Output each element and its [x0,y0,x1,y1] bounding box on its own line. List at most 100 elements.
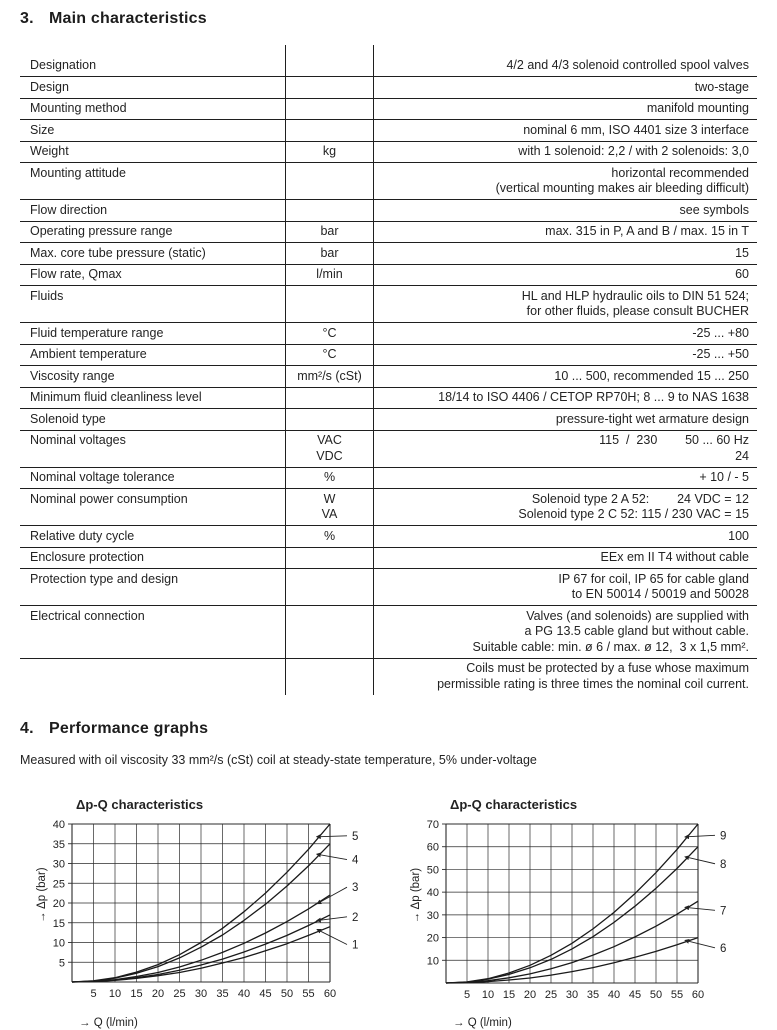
row-label: Design [30,79,69,94]
y-tick-label: 40 [427,887,439,899]
y-tick-label: 10 [427,955,439,967]
row-label: Electrical connection [30,608,145,623]
section4-heading: 4. Performance graphs [20,720,757,738]
row-unit: kg [285,141,374,162]
row-label: Solenoid type [30,411,106,426]
row-label: Operating pressure range [30,224,173,238]
table-row: Design two-stage [20,77,757,99]
row-unit: VAC VDC [285,430,374,467]
x-tick-label: 40 [238,988,250,1000]
row-unit [285,606,374,658]
row-value: 60 [735,267,749,281]
row-label: Fluid temperature range [30,325,164,340]
table-row: Flow direction see symbols [20,200,757,222]
row-unit [285,77,374,98]
x-tick-label: 10 [482,989,494,1001]
curve-leader-line [684,938,716,948]
curve-number-label: 1 [352,939,358,951]
curve-number-label: 7 [720,905,726,917]
x-tick-label: 50 [281,988,293,1000]
row-unit: °C [285,323,374,344]
row-value: IP 67 for coil, IP 65 for cable gland to… [558,571,749,602]
y-tick-label: 20 [53,898,65,910]
row-value: 10 ... 500, recommended 15 ... 250 [554,368,749,383]
row-unit [285,409,374,430]
x-tick-label: 60 [692,989,704,1001]
table-row: Weight kg with 1 solenoid: 2,2 / with 2 so… [20,141,757,163]
x-axis-label: → Q (l/min) [79,1017,138,1029]
table-row: Mounting attitude horizontal recommended … [20,163,757,200]
y-axis-label: → Δp (bar) [36,867,48,923]
section3-title: Main characteristics [49,10,207,27]
row-value: Valves (and solenoids) are supplied with… [472,608,750,654]
y-tick-label: 30 [427,909,439,921]
y-tick-label: 35 [53,838,65,850]
row-label: Mounting attitude [30,165,126,180]
row-unit: % [285,526,374,547]
y-axis-label: → Δp (bar) [410,867,422,923]
row-label: Nominal power consumption [30,491,188,506]
table-row: Coils must be protected by a fuse whose … [20,658,757,695]
y-tick-label: 15 [53,917,65,929]
x-tick-label: 25 [545,989,557,1001]
curve-3 [71,894,331,983]
x-tick-label: 50 [650,989,662,1001]
row-unit [285,163,374,199]
row-value: two-stage [694,79,749,94]
row-label: Flow rate, Qmax [30,267,122,281]
row-unit: % [285,467,374,488]
table-row: Operating pressure range bar max. 315 in P… [20,221,757,243]
row-label: Fluids [30,288,64,303]
row-value: EEx em II T4 without cable [600,550,749,564]
x-tick-label: 15 [503,989,515,1001]
curve-number-label: 4 [352,854,359,866]
row-value: + 10 / - 5 [699,470,749,484]
curve-5 [71,823,331,983]
row-value: 15 [735,245,749,260]
x-tick-label: 15 [130,988,142,1000]
table-row: Mounting method manifold mounting [20,98,757,120]
row-unit: l/min [285,264,374,285]
row-unit [285,387,374,408]
chart-title: Δp-Q characteristics [450,797,577,812]
row-unit: mm²/s (cSt) [285,366,374,387]
x-tick-label: 5 [464,989,470,1001]
chart-title: Δp-Q characteristics [76,797,203,812]
row-unit [285,98,374,119]
table-row: Protection type and design IP 67 for coil… [20,569,757,606]
table-row: Fluids HL and HLP hydraulic oils to DIN 5… [20,286,757,323]
row-value: manifold mounting [646,101,749,115]
y-tick-label: 40 [53,819,65,831]
x-tick-label: 40 [608,989,620,1001]
x-tick-label: 30 [195,988,207,1000]
table-row: Flow rate, Qmax l/min 60 [20,264,757,286]
table-row: Nominal power consumption W VA Solenoid ty… [20,489,757,526]
measurement-note: Measured with oil viscosity 33 mm²/s (cS… [20,752,537,767]
row-value: HL and HLP hydraulic oils to DIN 51 524;… [521,288,749,319]
section3-heading: 3. Main characteristics [20,10,757,28]
y-tick-label: 50 [427,864,439,876]
table-row: Nominal voltage tolerance% + 10 / - 5 [20,467,757,489]
row-unit [285,547,374,568]
curve-leader-line [684,833,716,839]
section3-number: 3. [20,10,34,27]
row-value: -25 ... +80 [692,325,749,340]
row-value: 115 / 230 50 ... 60 Hz 24 [599,433,749,463]
table-row: Size nominal 6 mm, ISO 4401 size 3 interf… [20,120,757,142]
row-label: Max. core tube pressure (static) [30,245,206,260]
row-value: -25 ... +50 [692,347,749,361]
curve-9 [445,823,699,984]
x-tick-label: 45 [629,989,641,1001]
row-label: Nominal voltages [30,433,126,447]
y-tick-label: 60 [427,841,439,853]
row-value: 100 [728,528,749,543]
row-value: pressure-tight wet armature design [555,411,749,426]
row-unit [285,200,374,221]
row-unit [285,120,374,141]
x-tick-label: 30 [566,989,578,1001]
row-value: 4/2 and 4/3 solenoid controlled spool va… [506,58,749,72]
x-tick-label: 20 [524,989,536,1001]
row-label: Minimum fluid cleanliness level [30,390,202,404]
table-row: Viscosity range mm²/s (cSt) 10 ... 500, re… [20,366,757,388]
